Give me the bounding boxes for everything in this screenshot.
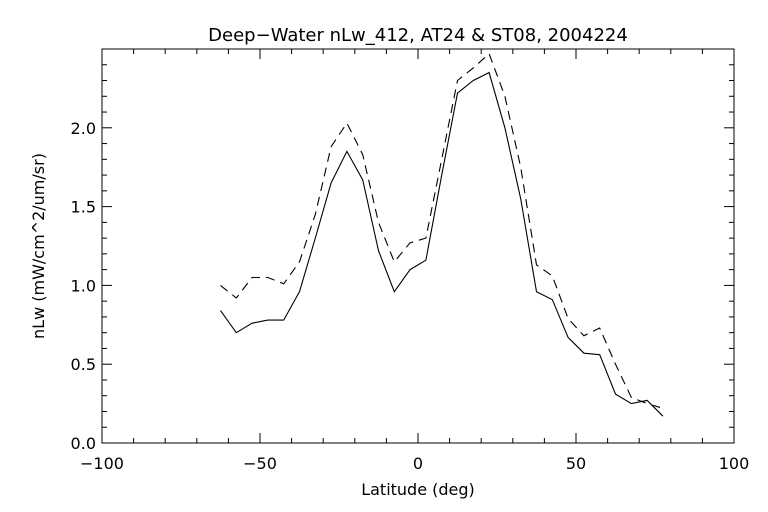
y-tick-label: 1.5 (71, 198, 96, 217)
x-tick-label: 0 (413, 454, 423, 473)
plot-frame (101, 48, 735, 444)
y-axis-label: nLw (mW/cm^2/um/sr) (29, 153, 48, 339)
x-tick-label: −50 (243, 454, 277, 473)
x-axis-label: Latitude (deg) (361, 480, 475, 499)
series-line-solid (220, 71, 664, 417)
x-tick-label: −100 (80, 454, 124, 473)
y-tick-label: 0.5 (71, 355, 96, 374)
chart-title: Deep−Water nLw_412, AT24 & ST08, 2004224 (208, 25, 628, 46)
series-line-dashed (220, 52, 664, 409)
y-tick-label: 2.0 (71, 119, 96, 138)
x-tick-label: 50 (566, 454, 586, 473)
y-tick-label: 1.0 (71, 276, 96, 295)
y-tick-label: 0.0 (71, 434, 96, 453)
x-tick-label: 100 (719, 454, 750, 473)
